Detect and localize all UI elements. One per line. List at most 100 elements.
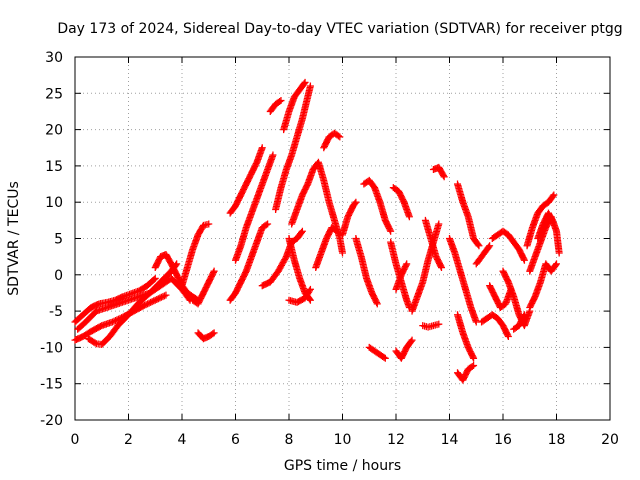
data-point: [144, 300, 152, 308]
axis-ticks: 0 2 4 6 8 10 12 14 16 18 20 -20 -15 -10 -5 0 5 10 15 20 25 30: [40, 50, 619, 448]
x-tick-label: 6: [231, 432, 240, 448]
data-point: [439, 171, 447, 179]
data-point: [334, 132, 342, 140]
data-point: [550, 220, 558, 228]
data-point: [470, 362, 478, 370]
data-point: [468, 362, 476, 370]
chart-title: Day 173 of 2024, Sidereal Day-to-day VTE…: [57, 21, 622, 37]
y-tick-label: 15: [45, 159, 63, 175]
x-tick-label: 2: [124, 432, 133, 448]
data-point: [474, 241, 482, 249]
x-tick-label: 20: [601, 432, 619, 448]
data-point: [332, 226, 340, 234]
x-tick-label: 0: [71, 432, 80, 448]
data-point: [157, 293, 165, 301]
data-point: [160, 292, 168, 300]
data-point: [276, 97, 284, 105]
data-point: [298, 227, 306, 235]
data-point: [403, 260, 411, 268]
y-axis-label: SDTVAR / TECUs: [6, 181, 22, 296]
data-point: [209, 269, 217, 277]
data-point: [153, 295, 161, 303]
y-tick-label: 0: [54, 268, 63, 284]
data-point: [440, 173, 448, 181]
data-point: [301, 78, 309, 86]
data-point: [352, 198, 360, 206]
y-tick-label: 25: [45, 86, 63, 102]
data-point: [408, 336, 416, 344]
data-point: [154, 295, 162, 303]
data-point: [297, 228, 305, 236]
data-point: [437, 264, 445, 272]
data-point: [333, 227, 341, 235]
data-point: [475, 242, 483, 250]
data-point: [108, 318, 116, 326]
data-point: [470, 354, 478, 362]
x-axis-label: GPS time / hours: [284, 458, 401, 474]
x-tick-label: 4: [178, 432, 187, 448]
data-point: [550, 191, 558, 199]
data-point: [156, 294, 164, 302]
data-point: [485, 243, 493, 251]
data-point: [469, 353, 477, 361]
y-tick-label: -20: [40, 413, 63, 429]
data-point: [306, 285, 314, 293]
data-point: [210, 267, 218, 275]
data-point: [110, 317, 118, 325]
data-point: [336, 133, 344, 141]
data-point: [437, 262, 445, 270]
data-point: [159, 293, 167, 301]
y-tick-label: -15: [40, 377, 63, 393]
x-tick-label: 10: [334, 432, 352, 448]
data-point: [552, 261, 560, 269]
data-point: [435, 220, 443, 228]
x-tick-label: 8: [285, 432, 294, 448]
y-tick-label: -5: [49, 304, 63, 320]
data-point: [151, 274, 159, 282]
data-point: [381, 354, 389, 362]
data-point: [162, 291, 170, 299]
data-point: [141, 301, 149, 309]
data-point: [520, 256, 528, 264]
data-point: [269, 151, 277, 159]
data-point: [407, 337, 415, 345]
data-point: [151, 296, 159, 304]
data-point: [306, 82, 314, 90]
data-point: [300, 80, 308, 88]
data-point: [504, 333, 512, 341]
data-point: [339, 249, 346, 257]
data-point: [520, 255, 528, 263]
data-point: [148, 298, 156, 306]
data-points: [71, 78, 563, 384]
data-point: [351, 199, 359, 207]
y-tick-label: 20: [45, 123, 63, 139]
data-point: [142, 301, 150, 309]
data-point: [380, 353, 388, 361]
data-point: [504, 331, 512, 339]
x-tick-label: 16: [494, 432, 512, 448]
data-point: [210, 329, 218, 337]
data-point: [306, 296, 314, 304]
y-tick-label: 30: [45, 50, 63, 66]
y-tick-label: 10: [45, 195, 63, 211]
data-point: [145, 299, 153, 307]
data-point: [113, 316, 121, 324]
data-point: [486, 242, 494, 250]
data-point: [147, 298, 155, 306]
data-point: [373, 298, 381, 306]
data-point: [264, 220, 272, 228]
data-point: [205, 220, 213, 228]
data-point: [387, 227, 395, 235]
data-point: [553, 260, 560, 268]
data-point: [209, 330, 217, 338]
x-tick-label: 12: [387, 432, 405, 448]
data-point: [306, 287, 314, 295]
data-point: [405, 213, 413, 221]
data-point: [520, 311, 528, 319]
data-point: [435, 320, 443, 328]
x-tick-label: 14: [441, 432, 459, 448]
data-point: [373, 300, 381, 308]
data-point: [258, 144, 266, 152]
data-point: [549, 192, 557, 200]
